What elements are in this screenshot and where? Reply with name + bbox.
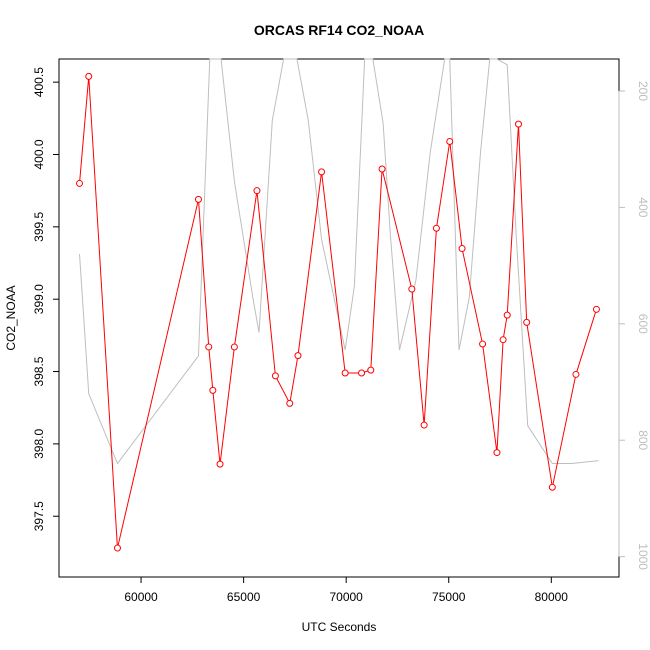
data-point (503, 311, 511, 319)
data-point (499, 336, 507, 344)
chart-title: ORCAS RF14 CO2_NOAA (254, 22, 424, 38)
data-point (458, 245, 466, 253)
data-point (358, 369, 366, 377)
y2-tick-label: 200 (636, 81, 650, 101)
y2-tick-label: 400 (636, 197, 650, 217)
y2-tick-label: 1000 (636, 543, 650, 570)
y-tick-label: 398.0 (32, 429, 46, 459)
data-point (286, 399, 294, 407)
data-point (318, 168, 326, 176)
data-point (341, 369, 349, 377)
x-tick-label: 80000 (535, 590, 569, 604)
y2-axis: 200 400 600 800 1000 (618, 81, 650, 570)
x-tick-label: 70000 (329, 590, 363, 604)
y-tick-label: 397.5 (32, 501, 46, 531)
data-point (432, 224, 440, 232)
x-axis: 60000 65000 70000 75000 80000 (124, 576, 569, 604)
gray-series-line (79, 58, 599, 465)
y2-tick-label: 800 (636, 430, 650, 450)
data-point (548, 483, 556, 491)
data-point (572, 370, 580, 378)
data-point (446, 137, 454, 145)
data-point (367, 366, 375, 374)
series-gray-line (79, 58, 599, 465)
data-point (253, 187, 261, 195)
data-point (523, 318, 531, 326)
x-tick-label: 65000 (227, 590, 261, 604)
y-axis: 397.5 398.0 398.5 399.0 399.5 400.0 400.5 (32, 67, 60, 531)
data-point (592, 305, 600, 313)
data-point (420, 421, 428, 429)
data-point (514, 120, 522, 128)
data-point (113, 544, 121, 552)
series-red-line (76, 72, 600, 552)
data-point (216, 460, 224, 468)
data-point (209, 386, 217, 394)
data-point (85, 72, 93, 80)
data-point (76, 179, 84, 187)
data-point (493, 449, 501, 457)
data-point (230, 343, 238, 351)
data-point (205, 343, 213, 351)
x-tick-label: 75000 (432, 590, 466, 604)
data-point (271, 372, 279, 380)
data-point (378, 165, 386, 173)
data-point (194, 195, 202, 203)
data-point (479, 340, 487, 348)
y2-tick-label: 600 (636, 314, 650, 334)
data-point (408, 285, 416, 293)
x-tick-label: 60000 (124, 590, 158, 604)
y-tick-label: 399.0 (32, 284, 46, 314)
y-tick-label: 400.5 (32, 67, 46, 97)
y-tick-label: 400.0 (32, 139, 46, 169)
y-tick-label: 398.5 (32, 356, 46, 386)
y-tick-label: 399.5 (32, 212, 46, 242)
red-series-line (79, 76, 597, 549)
y-axis-label: CO2_NOAA (4, 285, 18, 350)
data-point (294, 352, 302, 360)
x-axis-label: UTC Seconds (302, 620, 377, 634)
